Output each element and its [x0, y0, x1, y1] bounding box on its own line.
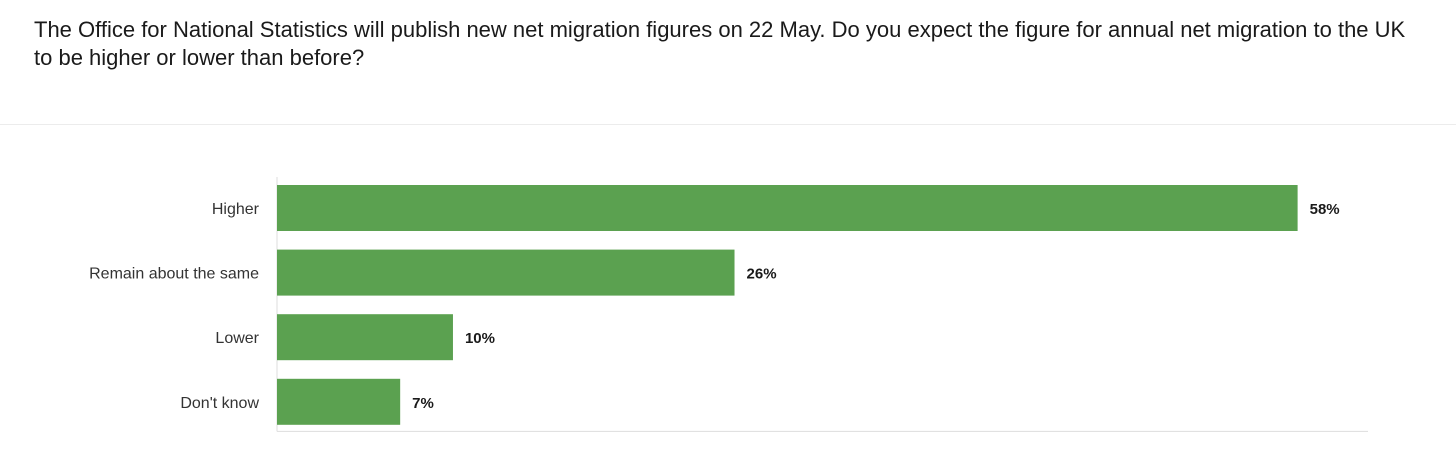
- bar-0: [277, 185, 1298, 231]
- bar-2: [277, 314, 453, 361]
- value-label: 26%: [747, 266, 777, 283]
- value-label: 10%: [465, 330, 495, 347]
- category-label: Don't know: [180, 395, 259, 412]
- value-label: 58%: [1310, 201, 1340, 218]
- bar-3: [277, 378, 401, 425]
- value-label: 7%: [412, 395, 434, 412]
- header-divider: [0, 124, 1456, 125]
- bar-1: [277, 249, 735, 296]
- category-label: Lower: [215, 330, 259, 347]
- category-label: Higher: [212, 201, 260, 218]
- category-label: Remain about the same: [89, 266, 259, 283]
- survey-question: The Office for National Statistics will …: [34, 17, 1406, 70]
